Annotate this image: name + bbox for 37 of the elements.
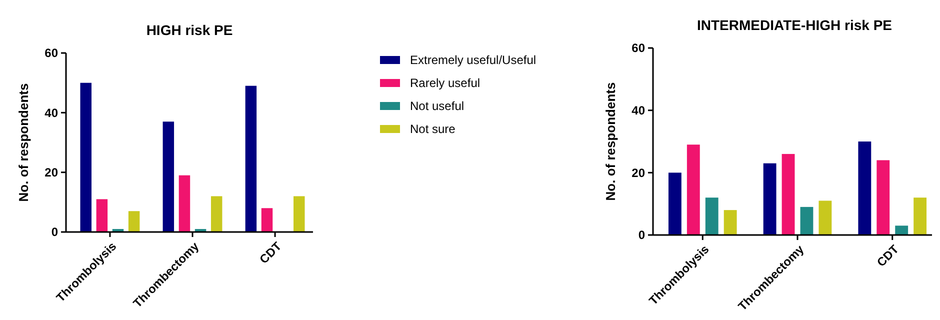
y-axis-title: No. of respondents [603,82,618,201]
y-tick-label: 20 [44,166,58,180]
y-tick-label: 40 [632,104,646,118]
bar [818,200,832,235]
legend-label: Rarely useful [410,76,480,90]
bar [96,199,108,232]
bar [705,198,718,235]
bar [210,196,222,232]
y-tick-label: 40 [44,106,58,120]
bar [128,211,140,232]
bar [261,208,273,232]
y-tick-label: 60 [44,46,58,60]
bar [686,144,700,235]
legend-label: Extremely useful/Useful [410,53,536,68]
bar [876,160,890,235]
bar [724,210,737,235]
bar [800,206,814,235]
bar [895,226,908,235]
legend-label: Not sure [410,122,456,136]
bar [763,163,776,235]
y-tick-label: 60 [632,41,646,56]
bar [914,198,927,235]
bar [294,196,305,232]
bar [245,86,257,232]
bar [668,172,682,235]
bar [858,142,872,235]
legend-label: Not useful [410,99,464,114]
bar [782,154,795,235]
bar [80,82,92,232]
y-tick-label: 0 [51,225,58,240]
bar [178,175,190,232]
bar [162,122,174,232]
y-axis-title: No. of respondents [16,83,31,202]
chart-title: HIGH risk PE [146,22,233,38]
y-tick-label: 0 [638,228,646,242]
chart-title: INTERMEDIATE-HIGH risk PE [697,17,892,33]
y-tick-label: 20 [632,166,646,180]
